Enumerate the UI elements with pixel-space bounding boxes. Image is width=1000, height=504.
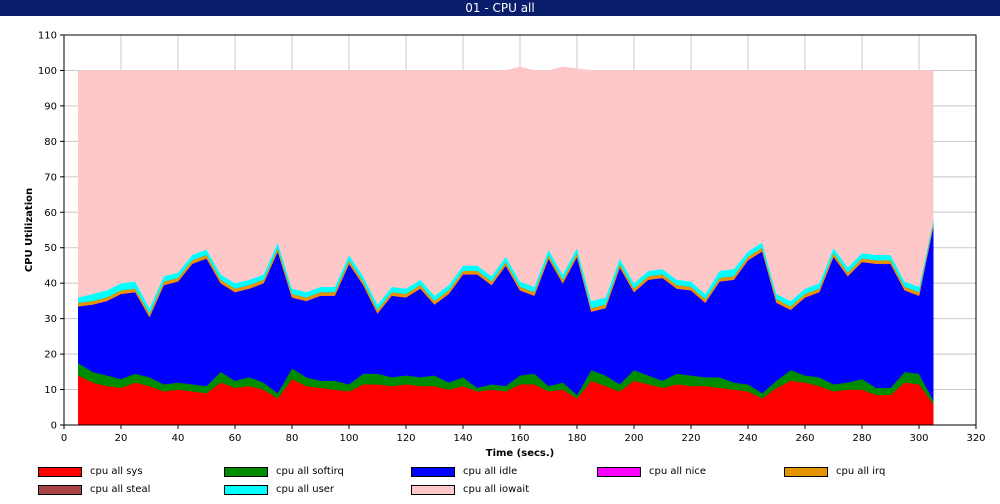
y-tick-label: 110 [38, 31, 57, 42]
legend-item-cpu-all-irq: cpu all irq [784, 466, 885, 480]
x-tick-label: 280 [852, 433, 871, 444]
legend-item-cpu-all-sys: cpu all sys [38, 466, 143, 480]
x-tick-label: 80 [286, 433, 299, 444]
legend-swatch [224, 467, 268, 477]
y-tick-label: 40 [44, 279, 57, 290]
legend-swatch [597, 467, 641, 477]
cpu-utilization-chart: 0 20 40 60 80 100 120 140 160 180 200 220 240 260 280 3… [24, 31, 986, 460]
y-tick-label: 60 [44, 208, 57, 219]
y-tick-label: 10 [44, 385, 57, 396]
axis-ticks: 0 20 40 60 80 100 120 140 160 180 200 220 240 260 280 3… [38, 31, 986, 445]
area-cpu-all-iowait [78, 66, 934, 309]
x-axis-title: Time (secs.) [486, 448, 555, 459]
x-tick-label: 180 [567, 433, 586, 444]
y-tick-label: 50 [44, 243, 57, 254]
x-tick-label: 200 [624, 433, 643, 444]
legend-item-cpu-all-steal: cpu all steal [38, 484, 150, 498]
y-tick-label: 30 [44, 314, 57, 325]
legend-label: cpu all user [276, 484, 335, 495]
chart-title: 01 - CPU all [465, 1, 535, 15]
x-tick-label: 240 [738, 433, 757, 444]
legend-item-cpu-all-idle: cpu all idle [411, 466, 517, 480]
legend-label: cpu all softirq [276, 466, 344, 477]
x-tick-label: 260 [795, 433, 814, 444]
x-tick-label: 0 [61, 433, 67, 444]
legend-label: cpu all steal [90, 484, 151, 495]
x-tick-label: 220 [681, 433, 700, 444]
legend-item-cpu-all-user: cpu all user [224, 484, 334, 498]
legend-label: cpu all nice [649, 466, 706, 477]
legend-swatch [784, 467, 828, 477]
y-tick-label: 80 [44, 137, 57, 148]
chart-legend: cpu all sys cpu all softirq cpu all idle cp… [0, 462, 1000, 504]
x-tick-label: 140 [453, 433, 472, 444]
y-tick-label: 90 [44, 101, 57, 112]
x-tick-label: 40 [172, 433, 185, 444]
x-tick-label: 120 [396, 433, 415, 444]
legend-label: cpu all iowait [463, 484, 530, 495]
x-tick-label: 300 [909, 433, 928, 444]
legend-item-cpu-all-iowait: cpu all iowait [411, 484, 529, 498]
x-tick-label: 100 [339, 433, 358, 444]
y-tick-label: 70 [44, 172, 57, 183]
legend-item-cpu-all-nice: cpu all nice [597, 466, 706, 480]
legend-label: cpu all idle [463, 466, 518, 477]
legend-label: cpu all irq [836, 466, 886, 477]
legend-item-cpu-all-softirq: cpu all softirq [224, 466, 344, 480]
x-tick-label: 320 [966, 433, 985, 444]
legend-label: cpu all sys [90, 466, 143, 477]
y-tick-label: 100 [38, 66, 57, 77]
legend-swatch [38, 485, 82, 495]
x-tick-label: 60 [229, 433, 242, 444]
stacked-areas [78, 66, 934, 426]
chart-title-bar: 01 - CPU all [0, 0, 1000, 16]
y-tick-label: 20 [44, 350, 57, 361]
y-axis-title: CPU Utilization [24, 188, 35, 272]
x-tick-label: 160 [510, 433, 529, 444]
legend-swatch [38, 467, 82, 477]
x-tick-label: 20 [115, 433, 128, 444]
legend-swatch [411, 485, 455, 495]
legend-swatch [224, 485, 268, 495]
y-tick-label: 0 [51, 421, 57, 432]
legend-swatch [411, 467, 455, 477]
